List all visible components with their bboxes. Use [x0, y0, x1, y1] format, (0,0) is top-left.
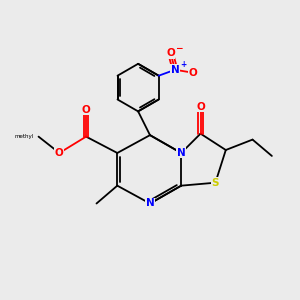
Text: −: −	[175, 44, 183, 52]
Text: O: O	[55, 148, 64, 158]
Text: O: O	[196, 102, 205, 112]
Text: +: +	[180, 60, 187, 69]
Text: N: N	[177, 148, 186, 158]
Text: methyl: methyl	[15, 134, 34, 139]
Text: N: N	[171, 65, 179, 75]
Text: S: S	[212, 178, 219, 188]
Text: N: N	[146, 199, 154, 208]
Text: O: O	[188, 68, 197, 78]
Text: O: O	[82, 105, 91, 115]
Text: O: O	[166, 48, 175, 59]
